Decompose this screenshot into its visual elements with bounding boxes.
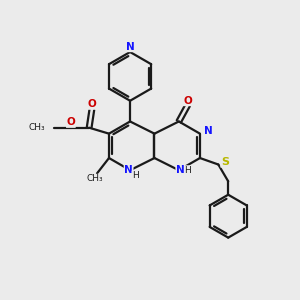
Text: CH₃: CH₃ (86, 174, 103, 183)
Text: N: N (176, 165, 185, 175)
Text: H: H (184, 166, 190, 175)
Text: S: S (221, 157, 229, 167)
Text: O: O (183, 96, 192, 106)
Text: H: H (132, 171, 139, 180)
Text: N: N (124, 165, 133, 175)
Text: CH₃: CH₃ (28, 123, 45, 132)
Text: N: N (126, 42, 134, 52)
Text: N: N (205, 126, 213, 136)
Text: O: O (67, 117, 75, 127)
Text: O: O (88, 99, 96, 109)
